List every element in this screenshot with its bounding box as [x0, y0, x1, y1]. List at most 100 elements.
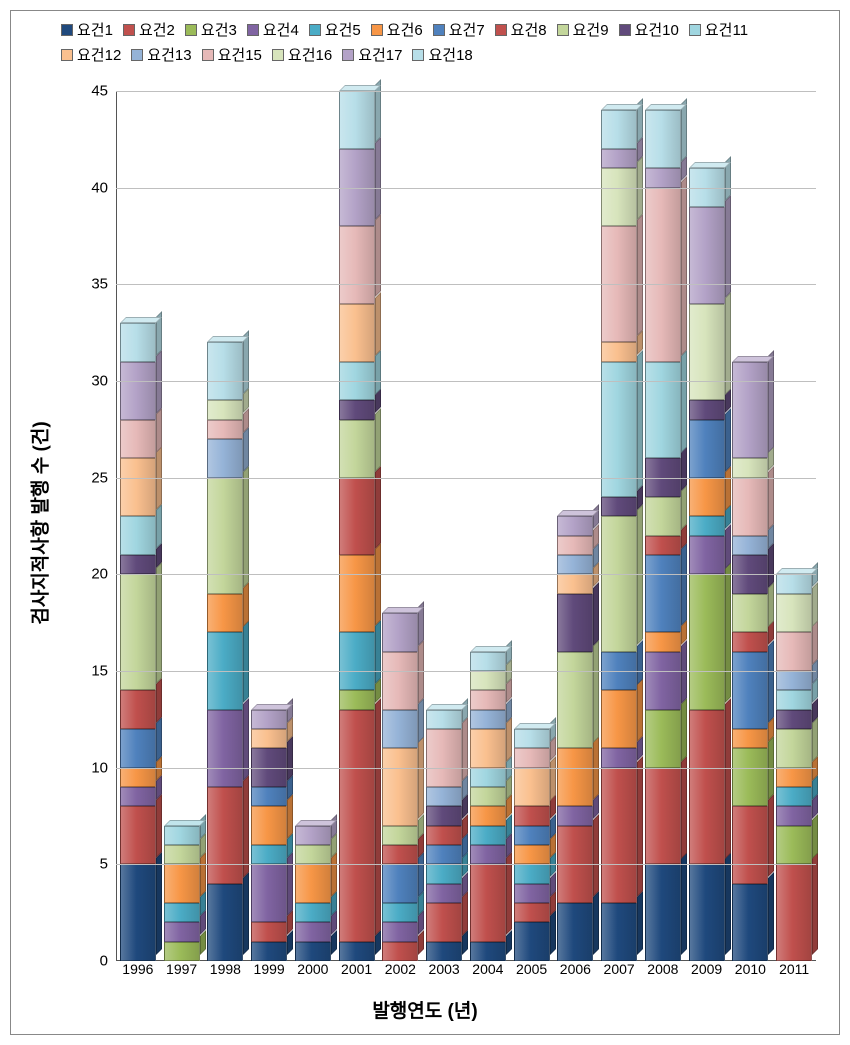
bar-segment — [339, 710, 375, 942]
bar-segment-face — [120, 806, 156, 864]
bar-segment-face — [339, 420, 375, 478]
bar-segment-side — [725, 852, 731, 955]
bar-segment-face — [339, 304, 375, 362]
y-tick-label: 40 — [91, 179, 108, 196]
bar-segment-face — [470, 710, 506, 729]
x-tick-label: 1999 — [251, 961, 287, 991]
legend-swatch — [433, 24, 445, 36]
bar-segment — [689, 536, 725, 575]
bar-segment — [207, 342, 243, 400]
bar-segment — [382, 826, 418, 845]
bar-segment-face — [207, 439, 243, 478]
bar-top-cap — [164, 820, 206, 826]
bar-segment-side — [681, 698, 687, 762]
bar-segment — [251, 806, 287, 845]
bar-segment — [645, 497, 681, 536]
bar-segment — [339, 478, 375, 555]
bar-segment-face — [339, 555, 375, 632]
bar-segment — [295, 864, 331, 903]
bar-segment-face — [382, 652, 418, 710]
bar-segment — [295, 845, 331, 864]
bar-segment — [426, 864, 462, 883]
legend-label: 요건16 — [288, 44, 332, 65]
bar-segment-face — [732, 632, 768, 651]
bar-segment-face — [339, 478, 375, 555]
bar-segment-face — [645, 632, 681, 651]
bar-segment — [732, 594, 768, 633]
x-tick-label: 2009 — [689, 961, 725, 991]
bar-segment-face — [732, 652, 768, 729]
bar-segment — [164, 922, 200, 941]
bar-column — [645, 110, 681, 961]
legend-swatch — [123, 24, 135, 36]
bar-segment-face — [426, 710, 462, 729]
bar-segment — [776, 806, 812, 825]
bar-segment-side — [593, 640, 599, 743]
bar-segment-face — [251, 864, 287, 922]
bar-stack — [207, 342, 243, 961]
bar-segment — [339, 400, 375, 419]
bar-segment-face — [776, 632, 812, 671]
bar-segment-side — [637, 756, 643, 897]
bar-segment-face — [470, 826, 506, 845]
bar-segment — [601, 168, 637, 226]
bar-column — [251, 710, 287, 961]
bar-segment-face — [251, 942, 287, 961]
bar-segment-face — [514, 826, 550, 845]
bar-segment-face — [645, 362, 681, 459]
bar-segment-side — [681, 543, 687, 626]
bar-segment — [120, 555, 156, 574]
bar-segment — [470, 690, 506, 709]
bar-segment — [732, 632, 768, 651]
bar-segment-face — [295, 845, 331, 864]
bar-segment-face — [689, 516, 725, 535]
bar-segment-face — [251, 729, 287, 748]
bar-segment — [645, 362, 681, 459]
bar-segment — [382, 710, 418, 749]
bar-segment — [776, 787, 812, 806]
bar-segment-face — [601, 497, 637, 516]
bar-segment-face — [426, 729, 462, 787]
bar-segment — [732, 884, 768, 961]
grid-line — [116, 864, 816, 865]
x-tick-label: 2005 — [514, 961, 550, 991]
bar-segment-face — [776, 787, 812, 806]
legend-label: 요건7 — [449, 19, 485, 40]
bar-segment — [776, 710, 812, 729]
bar-segment — [645, 168, 681, 187]
grid-line — [116, 768, 816, 769]
bar-segment — [207, 439, 243, 478]
bar-segment-face — [120, 516, 156, 555]
bar-segment-face — [732, 478, 768, 536]
bar-segment — [382, 748, 418, 825]
bar-segment — [470, 729, 506, 768]
bar-stack — [689, 168, 725, 961]
bar-segment — [689, 478, 725, 517]
legend-swatch — [412, 49, 424, 61]
bar-stack — [470, 652, 506, 961]
bar-segment-face — [689, 574, 725, 709]
bar-segment — [514, 845, 550, 864]
bar-segment-face — [164, 922, 200, 941]
legend-swatch — [371, 24, 383, 36]
bar-segment-face — [207, 478, 243, 594]
y-tick-label: 20 — [91, 566, 108, 583]
bar-segment-face — [426, 884, 462, 903]
bar-segment — [295, 942, 331, 961]
y-axis-title: 검사지적사항 발행 수 (건) — [26, 421, 53, 624]
bar-segment-face — [557, 594, 593, 652]
bar-segment-face — [689, 478, 725, 517]
bar-segment — [120, 420, 156, 459]
bar-segment — [732, 362, 768, 459]
legend-item: 요건10 — [619, 19, 679, 40]
bar-column — [426, 710, 462, 961]
bar-segment-face — [470, 942, 506, 961]
y-tick-label: 15 — [91, 663, 108, 680]
bar-segment — [339, 690, 375, 709]
bar-segment-face — [426, 806, 462, 825]
bar-segment-side — [156, 504, 162, 549]
bar-segment-side — [812, 717, 818, 762]
bar-segment-face — [776, 671, 812, 690]
bar-segment — [426, 884, 462, 903]
bar-segment — [557, 806, 593, 825]
